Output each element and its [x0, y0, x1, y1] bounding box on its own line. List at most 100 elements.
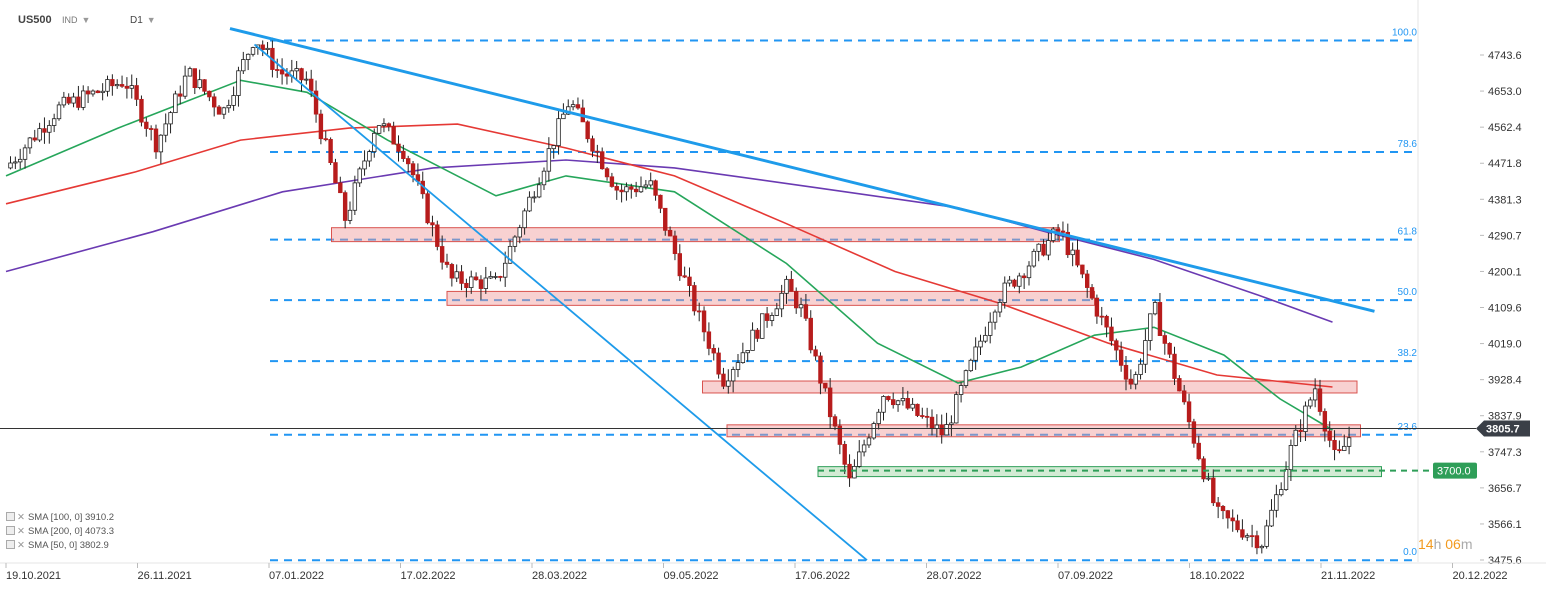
price-markers: 3805.7 3700.0: [0, 420, 1530, 479]
candle-down: [755, 329, 760, 339]
close-icon[interactable]: ✕: [17, 512, 25, 523]
candle-down: [308, 78, 314, 92]
candle-down: [663, 207, 668, 231]
candle-up: [245, 53, 251, 60]
candle-down: [430, 222, 435, 226]
candle-down: [764, 313, 770, 321]
candle-down: [110, 79, 115, 87]
candle-down: [915, 403, 920, 416]
fib-level-label: 0.0: [1403, 547, 1417, 558]
candle-down: [1118, 349, 1124, 366]
candle-up: [236, 70, 241, 96]
candlesticks: [8, 37, 1352, 555]
indicator-legend-sma100[interactable]: ✕ SMA [100, 0] 3910.2: [6, 512, 114, 523]
candle-up: [47, 125, 52, 133]
candle-down: [827, 387, 833, 418]
candle-up: [745, 350, 750, 354]
close-icon[interactable]: ✕: [17, 540, 25, 551]
candle-up: [973, 346, 978, 361]
candle-countdown: 14h 06m: [1418, 536, 1473, 552]
candle-up: [954, 394, 959, 424]
indicator-legend-sma200[interactable]: ✕ SMA [200, 0] 4073.3: [6, 526, 114, 537]
candle-up: [367, 151, 372, 162]
candle-up: [197, 79, 202, 88]
current-price-label: 3805.7: [1486, 424, 1520, 436]
indicator-legend-sma50[interactable]: ✕ SMA [50, 0] 3802.9: [6, 540, 109, 551]
fib-level-label: 61.8: [1398, 227, 1418, 238]
candle-up: [624, 186, 629, 193]
candle-down: [386, 123, 391, 127]
close-icon[interactable]: ✕: [17, 526, 25, 537]
candle-down: [706, 331, 712, 349]
candle-down: [260, 44, 265, 51]
date-tick-label: 26.11.2021: [138, 570, 192, 582]
candle-up: [226, 104, 231, 109]
market-label: IND: [62, 15, 78, 25]
candle-down: [609, 176, 615, 187]
candle-down: [832, 416, 838, 427]
fib-level-label: 50.0: [1398, 287, 1418, 298]
candle-up: [760, 313, 765, 339]
candle-down: [803, 304, 809, 319]
settings-icon[interactable]: [6, 526, 15, 535]
candle-down: [711, 347, 716, 354]
candle-down: [808, 317, 813, 351]
candle-up: [493, 276, 498, 278]
candle-down: [1337, 449, 1342, 452]
candle-up: [561, 113, 566, 120]
candle-down: [1080, 264, 1085, 275]
candle-down: [139, 98, 144, 123]
candle-up: [231, 95, 236, 106]
market-dropdown[interactable]: IND ▼: [62, 15, 90, 25]
candle-down: [425, 193, 430, 224]
candle-down: [1186, 401, 1192, 423]
candle-down: [391, 126, 396, 145]
candle-down: [1332, 439, 1337, 451]
candle-up: [978, 340, 983, 348]
candle-down: [595, 150, 600, 153]
timeframe-dropdown[interactable]: D1 ▼: [130, 15, 156, 26]
support-marker: [1433, 462, 1477, 479]
candle-up: [1293, 429, 1298, 446]
date-tick-label: 28.07.2022: [927, 570, 982, 582]
candle-up: [362, 160, 367, 170]
trendline-falling-resistance[interactable]: [229, 27, 1375, 313]
settings-icon[interactable]: [6, 540, 15, 549]
candle-down: [1094, 297, 1100, 317]
candle-down: [284, 73, 290, 77]
settings-icon[interactable]: [6, 512, 15, 521]
candle-up: [1279, 489, 1284, 496]
candle-down: [837, 425, 843, 445]
candle-up: [182, 75, 188, 97]
price-tick-label: 3837.9: [1488, 411, 1522, 423]
candle-down: [614, 186, 619, 191]
candle-down: [192, 68, 197, 88]
candle-up: [173, 93, 178, 114]
candle-up: [740, 352, 746, 364]
candle-up: [861, 444, 867, 453]
trendline-falling-support[interactable]: [253, 43, 868, 561]
candle-down: [1211, 477, 1216, 504]
countdown-hours-unit: h: [1433, 536, 1442, 552]
candle-up: [944, 424, 949, 436]
candle-down: [202, 79, 207, 92]
candle-down: [1167, 342, 1172, 355]
candle-down: [211, 96, 217, 108]
resistance-zone: [726, 424, 1361, 438]
price-tick-label: 4562.4: [1488, 122, 1522, 134]
candle-down: [823, 382, 828, 389]
candle-up: [735, 362, 741, 370]
candle-down: [216, 106, 222, 115]
candle-down: [207, 90, 212, 98]
candle-up: [13, 161, 18, 164]
candle-down: [1104, 315, 1109, 328]
candle-up: [517, 227, 522, 238]
candle-down: [658, 194, 663, 209]
price-tick-label: 3928.4: [1488, 375, 1522, 387]
symbol-label[interactable]: US500: [18, 14, 52, 26]
candle-up: [968, 359, 973, 372]
candle-up: [997, 302, 1003, 313]
candle-up: [536, 184, 542, 198]
